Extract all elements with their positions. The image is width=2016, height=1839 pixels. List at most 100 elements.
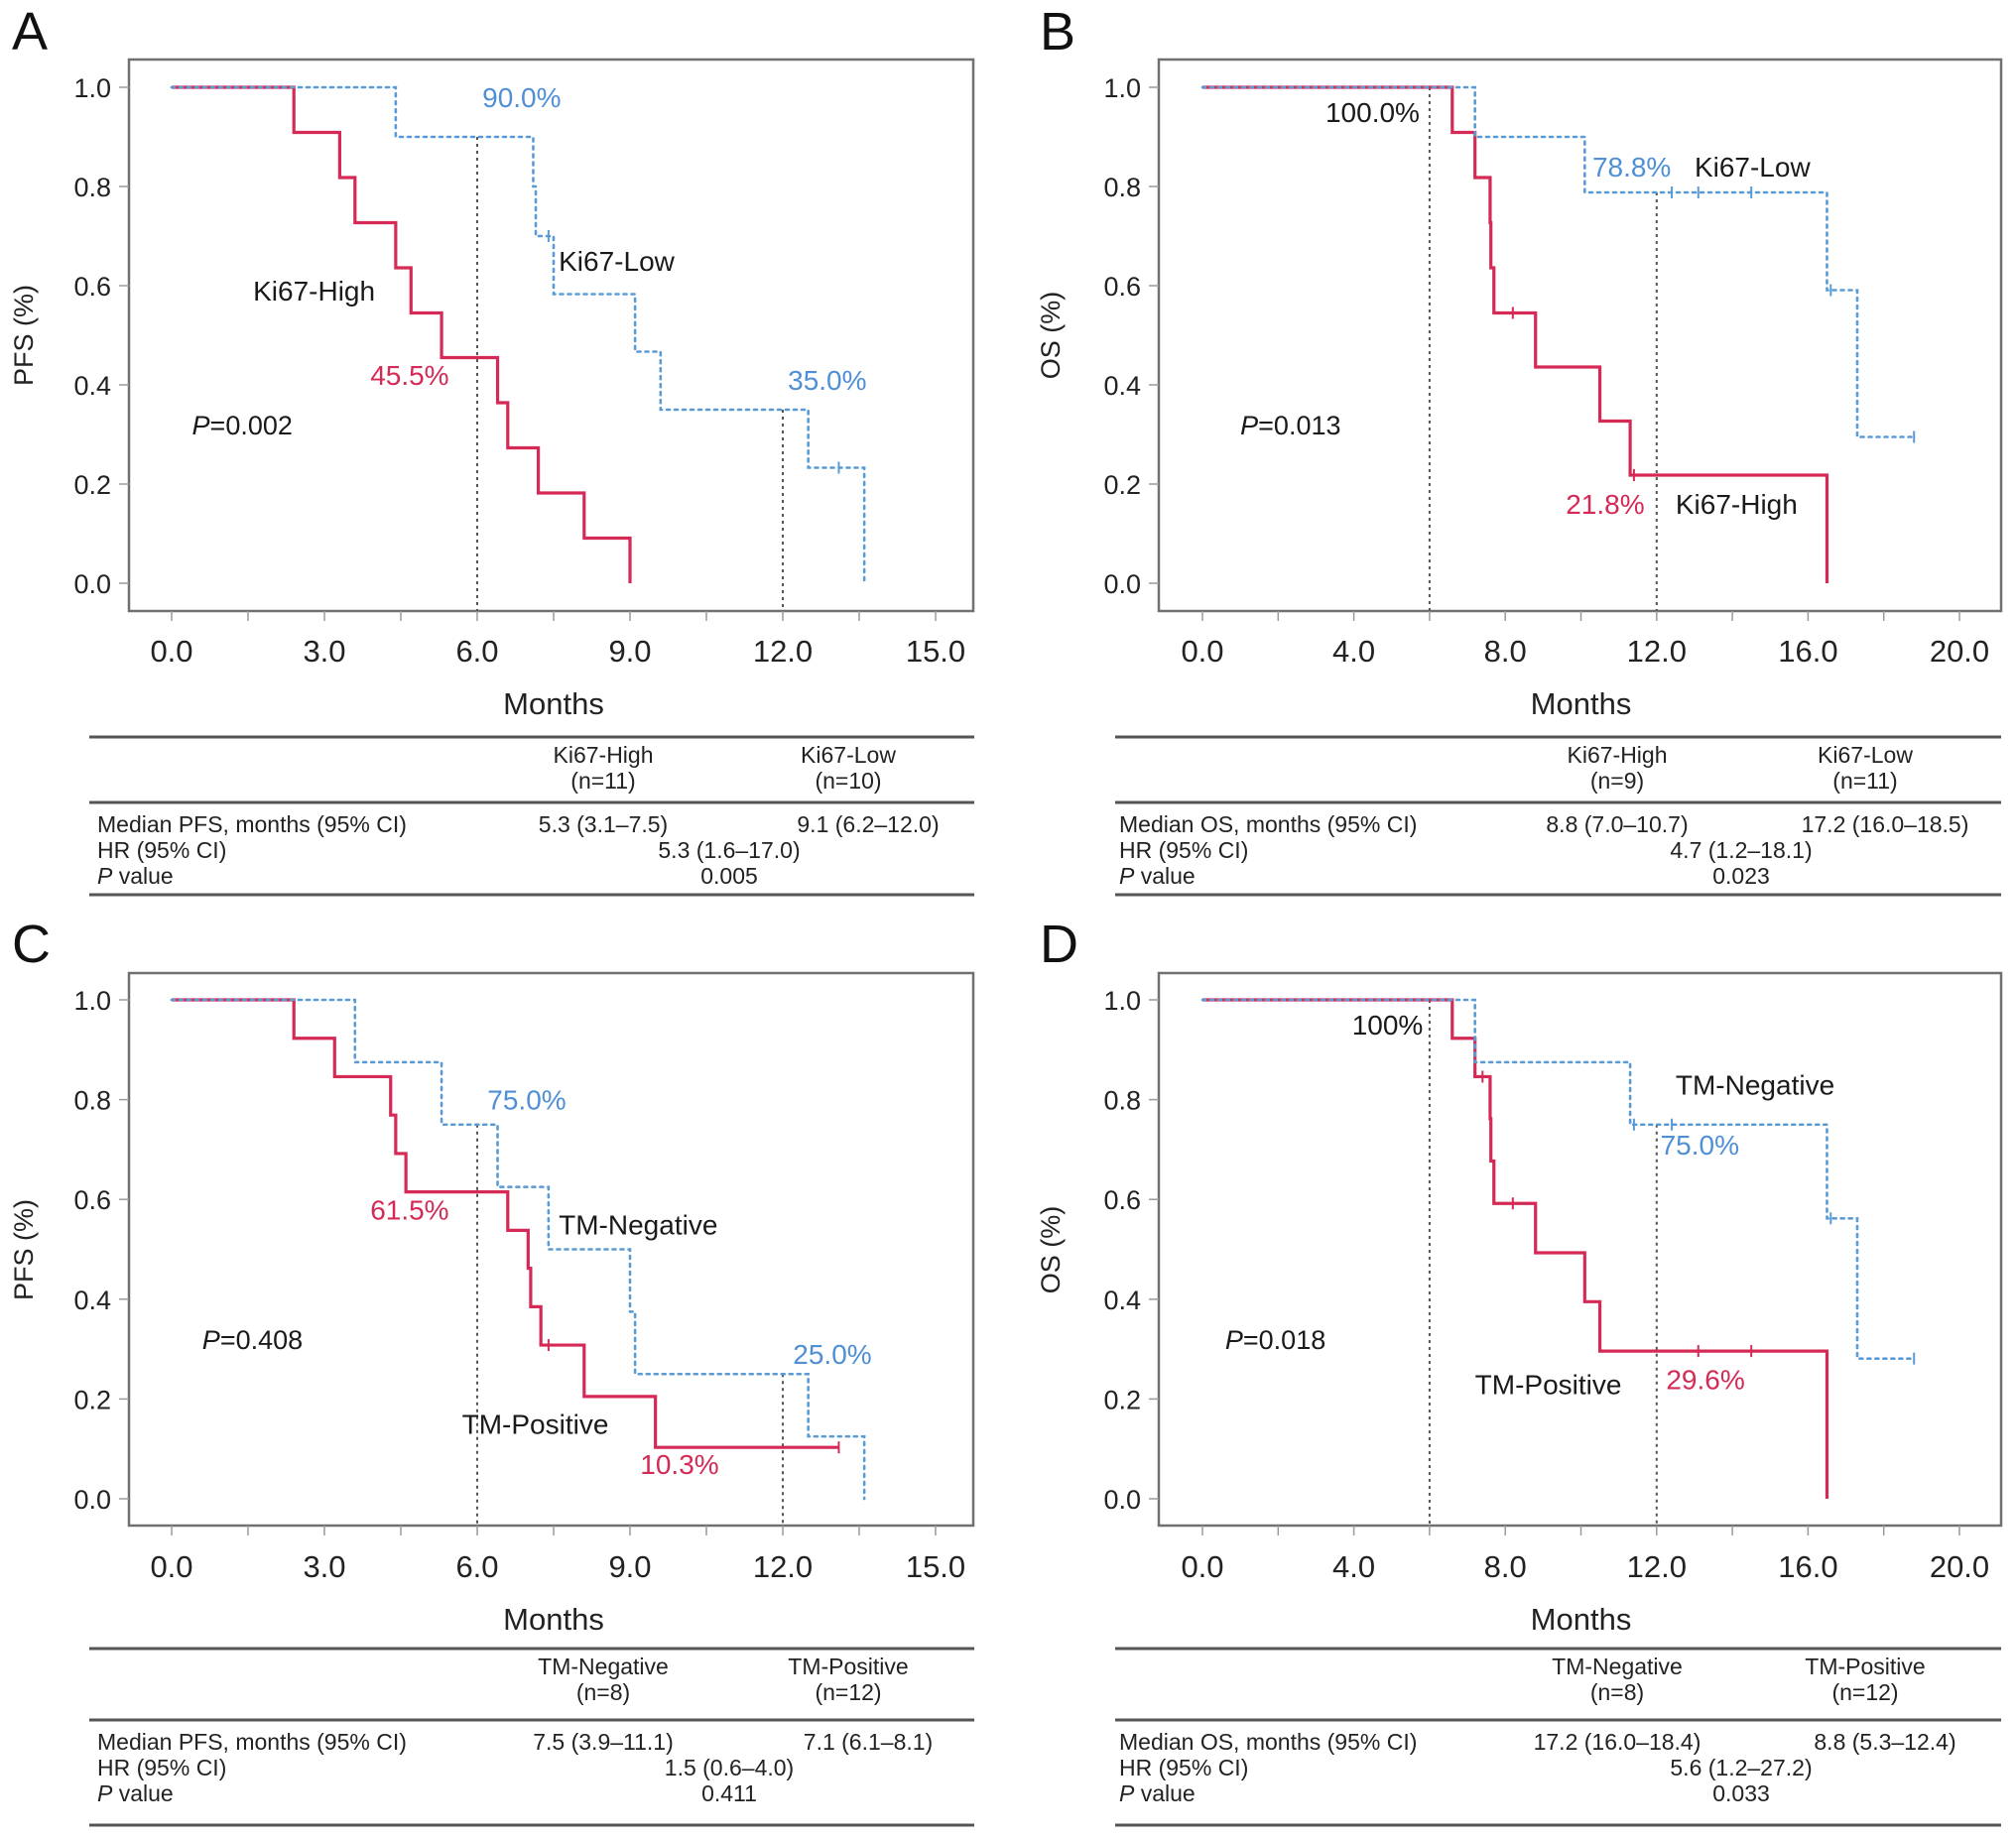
stats-table: TM-Negative(n=8) TM-Positive(n=12) Median …	[1115, 1647, 2001, 1827]
y-tick-label: 0.6	[1103, 272, 1141, 302]
survival-rate-label: 90.0%	[482, 82, 561, 113]
y-tick-label: 0.6	[1103, 1185, 1141, 1215]
y-axis-label: OS (%)	[1036, 1206, 1066, 1294]
x-tick-label: 12.0	[753, 1549, 813, 1584]
table-cell: 7.1 (6.1–8.1)	[804, 1729, 933, 1755]
x-tick-label: 8.0	[1484, 1549, 1527, 1584]
y-tick-label: 0.0	[73, 1485, 111, 1515]
x-tick-label: 9.0	[608, 634, 651, 669]
x-tick-label: 6.0	[455, 1549, 498, 1584]
survival-rate-label: 45.5%	[370, 360, 448, 391]
y-tick-label: 1.0	[73, 73, 111, 103]
p-value-row-label: value	[112, 863, 173, 889]
table-cell: 0.033	[1712, 1780, 1770, 1806]
table-cell: 0.411	[701, 1780, 757, 1806]
panel-letter: C	[12, 915, 51, 974]
y-tick-label: 0.4	[73, 371, 111, 401]
table-column-header: Ki67-Low	[801, 742, 896, 768]
p-value-text: =0.408	[220, 1325, 303, 1355]
km-curve-tm-positive	[172, 998, 839, 1449]
table-row-label: Median OS, months (95% CI)	[1119, 811, 1417, 837]
stats-table: Ki67-High(n=11) Ki67-Low(n=10) Median PFS,…	[89, 735, 974, 897]
x-tick-label: 12.0	[753, 634, 813, 669]
x-tick-label: 16.0	[1778, 634, 1837, 669]
km-curve-ki67-high	[172, 85, 632, 583]
panel-letter: B	[1040, 2, 1075, 61]
y-tick-label: 0.2	[1103, 1385, 1141, 1414]
x-tick-label: 4.0	[1332, 1549, 1375, 1584]
p-italic: P	[1119, 1780, 1135, 1806]
panel-letter: D	[1040, 915, 1078, 974]
y-tick-label: 0.2	[1103, 470, 1141, 500]
y-tick-label: 0.8	[73, 173, 111, 202]
table-cell: 4.7 (1.2–18.1)	[1670, 837, 1812, 863]
x-axis-label: Months	[1531, 1602, 1632, 1637]
table-cell: 17.2 (16.0–18.5)	[1802, 811, 1969, 837]
km-curve-tm-negative	[170, 998, 866, 1501]
x-axis-label: Months	[1531, 686, 1632, 721]
survival-rate-label: 78.8%	[1592, 152, 1671, 183]
table-column-n: (n=8)	[1590, 1679, 1644, 1705]
table-cell: 7.5 (3.9–11.1)	[533, 1729, 674, 1755]
table-row-label: HR (95% CI)	[1119, 1755, 1248, 1780]
survival-rate-label: 75.0%	[487, 1085, 566, 1116]
survival-rate-label: 75.0%	[1661, 1130, 1739, 1161]
y-tick-label: 0.6	[73, 1185, 111, 1215]
table-cell: 0.005	[700, 863, 758, 889]
p-italic: P	[97, 863, 113, 889]
table-cell: 17.2 (16.0–18.4)	[1534, 1729, 1701, 1755]
table-column-header: Ki67-High	[554, 742, 654, 768]
plot-frame	[127, 58, 975, 613]
p-value-row-label: value	[1134, 1780, 1195, 1806]
y-tick-label: 1.0	[1103, 986, 1141, 1016]
x-tick-label: 0.0	[1181, 634, 1223, 669]
x-tick-label: 12.0	[1627, 1549, 1687, 1584]
survival-rate-label: 61.5%	[370, 1194, 448, 1225]
y-tick-label: 0.2	[73, 470, 111, 500]
table-column-n: (n=8)	[576, 1679, 630, 1705]
table-column-n: (n=12)	[1831, 1679, 1898, 1705]
curve-name-label: Ki67-Low	[559, 246, 676, 277]
curve-name-label: Ki67-High	[253, 276, 375, 306]
y-tick-label: 0.0	[1103, 569, 1141, 599]
plot-frame	[1157, 971, 2003, 1528]
table-row-label: P value	[97, 1780, 174, 1806]
x-tick-label: 16.0	[1778, 1549, 1837, 1584]
x-tick-label: 12.0	[1627, 634, 1687, 669]
km-curve-tm-negative	[1200, 998, 1916, 1360]
x-tick-label: 0.0	[150, 634, 192, 669]
p-italic: P	[1225, 1325, 1243, 1355]
x-tick-label: 15.0	[906, 1549, 965, 1584]
y-axis-label: PFS (%)	[9, 285, 39, 386]
table-row-label: P value	[1119, 863, 1196, 889]
x-tick-label: 15.0	[906, 634, 965, 669]
x-tick-label: 9.0	[608, 1549, 651, 1584]
p-italic: P	[1119, 863, 1135, 889]
table-column-header: TM-Negative	[538, 1654, 669, 1679]
y-tick-label: 0.4	[1103, 1286, 1141, 1315]
p-value-annotation: P=0.018	[1225, 1325, 1325, 1355]
table-row-label: P value	[1119, 1780, 1196, 1806]
curve-name-label: TM-Negative	[559, 1209, 717, 1240]
table-row-label: Median PFS, months (95% CI)	[97, 1729, 407, 1755]
p-value-row-label: value	[112, 1780, 173, 1806]
p-value-annotation: P=0.002	[192, 411, 293, 440]
plot-frame	[1157, 58, 2003, 613]
stats-table: TM-Negative(n=8) TM-Positive(n=12) Median …	[89, 1647, 974, 1827]
x-tick-label: 0.0	[1181, 1549, 1223, 1584]
table-cell: 1.5 (0.6–4.0)	[665, 1755, 794, 1780]
table-cell: 8.8 (7.0–10.7)	[1546, 811, 1688, 837]
y-tick-label: 0.0	[73, 569, 111, 599]
y-tick-label: 0.2	[73, 1385, 111, 1414]
p-italic: P	[202, 1325, 220, 1355]
p-value-text: =0.013	[1258, 411, 1340, 440]
table-column-n: (n=10)	[815, 768, 881, 794]
y-tick-label: 0.0	[1103, 1485, 1141, 1515]
table-column-n: (n=12)	[815, 1679, 881, 1705]
x-tick-label: 8.0	[1484, 634, 1527, 669]
survival-rate-label: 100.0%	[1325, 97, 1420, 128]
p-value-annotation: P=0.013	[1240, 411, 1340, 440]
panel-c: C 0.0 0.2 0.4 0.6 0.8 1.0 PFS (%) 0.0 3.0 6.0 9.0 12…	[9, 915, 975, 1827]
x-tick-label: 3.0	[303, 634, 345, 669]
